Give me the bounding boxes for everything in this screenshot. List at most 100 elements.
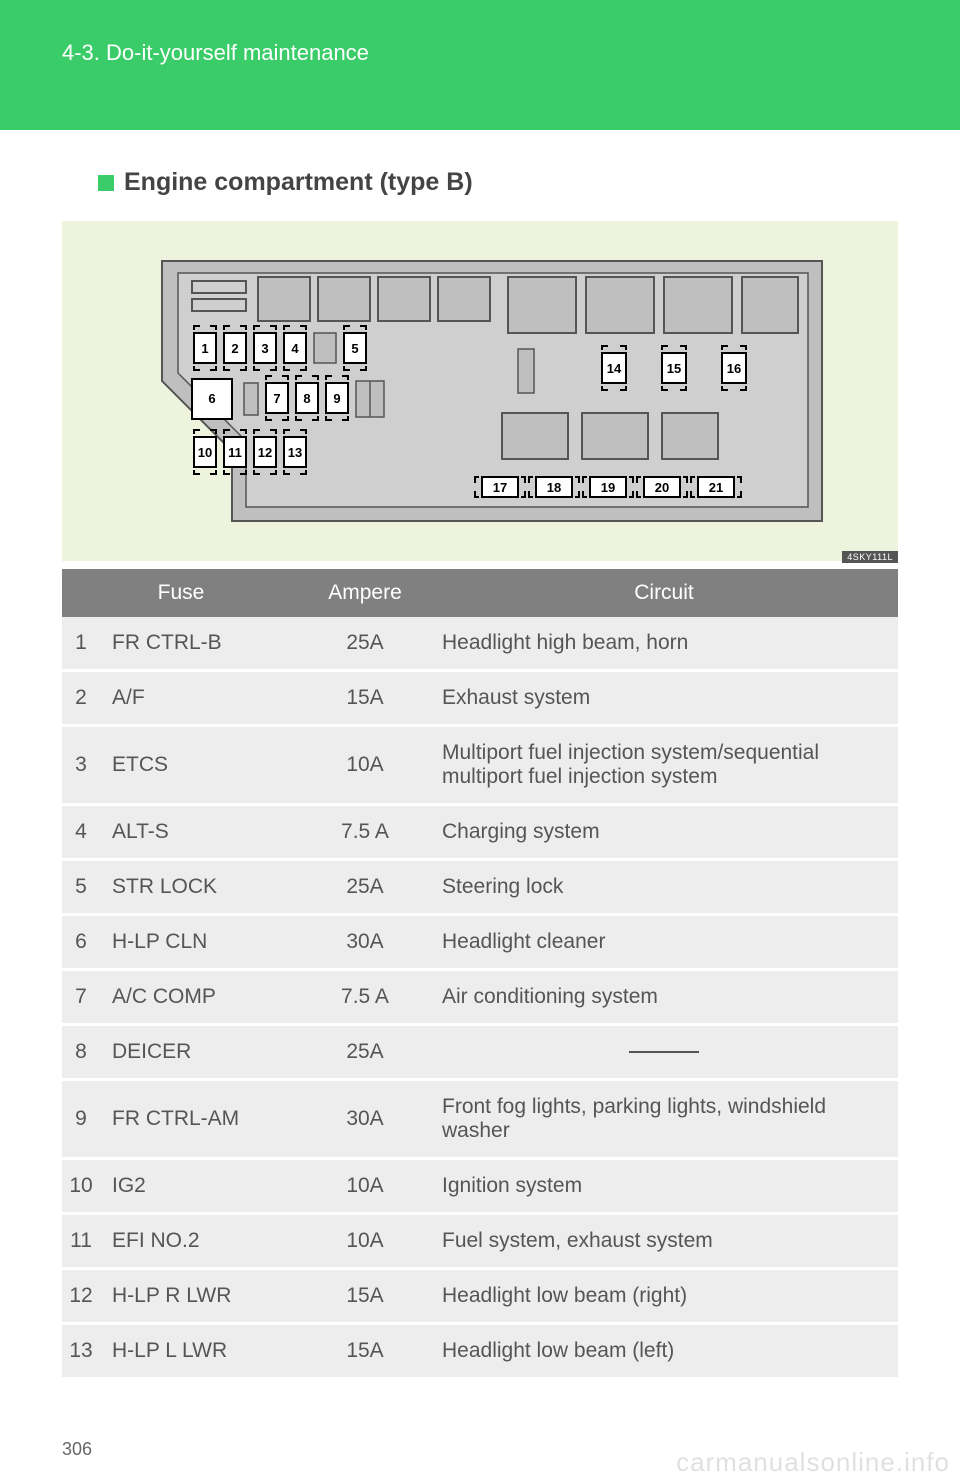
cell-num: 6	[62, 915, 100, 970]
cell-circuit: Steering lock	[430, 860, 898, 915]
cell-num: 8	[62, 1025, 100, 1080]
cell-circuit: Front fog lights, parking lights, windsh…	[430, 1080, 898, 1159]
cell-num: 2	[62, 671, 100, 726]
cell-num: 5	[62, 860, 100, 915]
svg-text:2: 2	[231, 341, 238, 356]
cell-circuit: Headlight low beam (right)	[430, 1269, 898, 1324]
svg-text:7: 7	[273, 391, 280, 406]
cell-ampere: 25A	[300, 617, 430, 671]
cell-fuse: DEICER	[100, 1025, 300, 1080]
cell-ampere: 25A	[300, 860, 430, 915]
cell-num: 10	[62, 1159, 100, 1214]
cell-circuit: Charging system	[430, 805, 898, 860]
svg-text:12: 12	[258, 445, 272, 460]
cell-num: 3	[62, 726, 100, 805]
cell-circuit: Headlight cleaner	[430, 915, 898, 970]
svg-text:10: 10	[198, 445, 212, 460]
cell-fuse: EFI NO.2	[100, 1214, 300, 1269]
heading-text: Engine compartment (type B)	[124, 168, 473, 197]
cell-fuse: ETCS	[100, 726, 300, 805]
watermark: carmanualsonline.info	[676, 1447, 950, 1478]
svg-text:5: 5	[351, 341, 358, 356]
bullet-square-icon	[98, 175, 114, 191]
table-row: 4ALT-S7.5 ACharging system	[62, 805, 898, 860]
table-row: 8DEICER25A	[62, 1025, 898, 1080]
table-row: 7A/C COMP7.5 AAir conditioning system	[62, 970, 898, 1025]
cell-ampere: 15A	[300, 671, 430, 726]
svg-text:17: 17	[493, 480, 507, 495]
cell-fuse: A/C COMP	[100, 970, 300, 1025]
cell-num: 4	[62, 805, 100, 860]
table-row: 6H-LP CLN30AHeadlight cleaner	[62, 915, 898, 970]
svg-text:8: 8	[303, 391, 310, 406]
cell-fuse: H-LP L LWR	[100, 1324, 300, 1379]
fuse-table: Fuse Ampere Circuit 1FR CTRL-B25AHeadlig…	[62, 569, 898, 1380]
cell-num: 12	[62, 1269, 100, 1324]
svg-text:14: 14	[607, 361, 622, 376]
cell-fuse: FR CTRL-B	[100, 617, 300, 671]
cell-ampere: 10A	[300, 1159, 430, 1214]
cell-num: 7	[62, 970, 100, 1025]
cell-ampere: 15A	[300, 1324, 430, 1379]
table-row: 3ETCS10AMultiport fuel injection system/…	[62, 726, 898, 805]
fuse-table-body: 1FR CTRL-B25AHeadlight high beam, horn2A…	[62, 617, 898, 1379]
cell-ampere: 25A	[300, 1025, 430, 1080]
cell-fuse: ALT-S	[100, 805, 300, 860]
cell-ampere: 15A	[300, 1269, 430, 1324]
cell-num: 9	[62, 1080, 100, 1159]
svg-text:1: 1	[201, 341, 208, 356]
table-row: 2A/F15AExhaust system	[62, 671, 898, 726]
content-area: Engine compartment (type B) 1	[0, 130, 960, 1380]
table-row: 11EFI NO.210AFuel system, exhaust system	[62, 1214, 898, 1269]
svg-text:11: 11	[228, 445, 242, 460]
header-band: 4-3. Do-it-yourself maintenance	[0, 0, 960, 130]
cell-ampere: 7.5 A	[300, 805, 430, 860]
svg-text:21: 21	[709, 480, 723, 495]
cell-ampere: 10A	[300, 726, 430, 805]
table-header-row: Fuse Ampere Circuit	[62, 569, 898, 617]
table-row: 13H-LP L LWR15AHeadlight low beam (left)	[62, 1324, 898, 1379]
cell-circuit: Air conditioning system	[430, 970, 898, 1025]
cell-ampere: 7.5 A	[300, 970, 430, 1025]
cell-circuit	[430, 1025, 898, 1080]
svg-text:19: 19	[601, 480, 615, 495]
table-row: 1FR CTRL-B25AHeadlight high beam, horn	[62, 617, 898, 671]
fusebox-svg: 1 2 3 4	[62, 221, 898, 561]
diagram-tag: 4SKY111L	[842, 551, 898, 563]
svg-text:6: 6	[208, 391, 215, 406]
cell-fuse: IG2	[100, 1159, 300, 1214]
cell-num: 1	[62, 617, 100, 671]
table-row: 12H-LP R LWR15AHeadlight low beam (right…	[62, 1269, 898, 1324]
cell-ampere: 30A	[300, 915, 430, 970]
cell-fuse: A/F	[100, 671, 300, 726]
svg-text:16: 16	[727, 361, 741, 376]
svg-text:20: 20	[655, 480, 669, 495]
cell-circuit: Multiport fuel injection system/sequenti…	[430, 726, 898, 805]
cell-num: 11	[62, 1214, 100, 1269]
fusebox-diagram: 1 2 3 4	[62, 221, 898, 561]
cell-num: 13	[62, 1324, 100, 1379]
col-ampere: Ampere	[300, 569, 430, 617]
svg-text:13: 13	[288, 445, 302, 460]
cell-fuse: H-LP R LWR	[100, 1269, 300, 1324]
svg-text:4: 4	[291, 341, 299, 356]
table-row: 5STR LOCK25ASteering lock	[62, 860, 898, 915]
svg-text:15: 15	[667, 361, 681, 376]
cell-fuse: FR CTRL-AM	[100, 1080, 300, 1159]
svg-text:18: 18	[547, 480, 561, 495]
cell-circuit: Headlight high beam, horn	[430, 617, 898, 671]
heading-row: Engine compartment (type B)	[98, 168, 898, 197]
cell-circuit: Exhaust system	[430, 671, 898, 726]
table-row: 10IG210AIgnition system	[62, 1159, 898, 1214]
cell-fuse: STR LOCK	[100, 860, 300, 915]
col-circuit: Circuit	[430, 569, 898, 617]
svg-text:9: 9	[333, 391, 340, 406]
cell-circuit: Fuel system, exhaust system	[430, 1214, 898, 1269]
cell-ampere: 30A	[300, 1080, 430, 1159]
svg-text:3: 3	[261, 341, 268, 356]
dash-icon	[629, 1051, 699, 1053]
cell-fuse: H-LP CLN	[100, 915, 300, 970]
col-fuse: Fuse	[62, 569, 300, 617]
cell-ampere: 10A	[300, 1214, 430, 1269]
section-label: 4-3. Do-it-yourself maintenance	[62, 40, 960, 66]
